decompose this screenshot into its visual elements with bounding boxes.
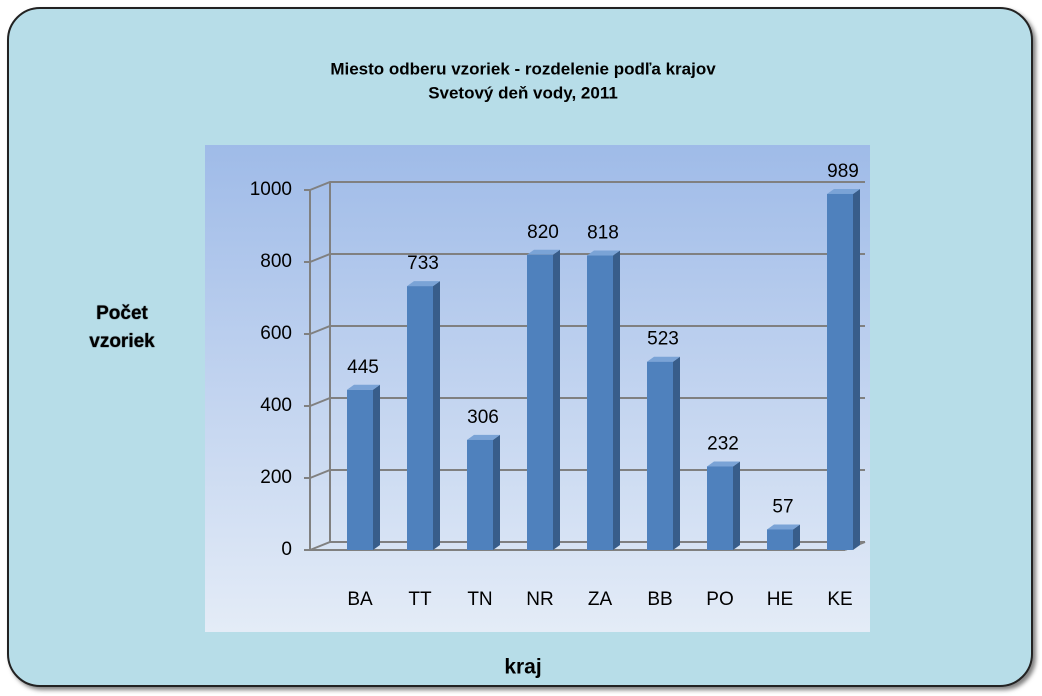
- y-tick-label: 600: [260, 323, 292, 344]
- bar: [407, 286, 433, 550]
- bar: [467, 439, 493, 550]
- value-label: 733: [407, 253, 439, 274]
- x-tick-label: HE: [767, 589, 793, 610]
- value-label: 989: [827, 161, 859, 182]
- bar-side: [733, 461, 740, 550]
- value-label: 818: [587, 223, 619, 244]
- bar-side: [373, 384, 380, 550]
- x-tick-label: ZA: [588, 589, 613, 610]
- value-label: 57: [772, 496, 793, 517]
- grid-line: [309, 181, 865, 191]
- x-tick-label: NR: [526, 589, 553, 610]
- bar: [767, 529, 793, 550]
- value-label: 232: [707, 433, 739, 454]
- grid-line: [309, 253, 865, 263]
- bar-side: [553, 249, 560, 551]
- value-label: 306: [467, 407, 499, 428]
- bar-top: [407, 281, 440, 287]
- bar-side: [613, 250, 620, 550]
- value-label: 523: [647, 329, 679, 350]
- y-axis-title: Počet vzoriek: [89, 303, 155, 352]
- x-tick-label: TN: [467, 589, 492, 610]
- x-tick-label: KE: [827, 589, 852, 610]
- bar-side: [793, 524, 800, 550]
- y-tick-label: 400: [260, 395, 292, 416]
- x-tick-label: BB: [647, 589, 672, 610]
- value-label: 820: [527, 222, 559, 243]
- bar-top: [827, 188, 860, 194]
- y-tick-label: 0: [281, 539, 292, 560]
- bar-top: [767, 524, 800, 530]
- value-label: 445: [347, 357, 379, 378]
- bar: [647, 361, 673, 550]
- grid-line: [309, 397, 865, 407]
- x-axis-title: kraj: [504, 656, 541, 679]
- bar-side: [853, 188, 860, 550]
- bar-top: [587, 250, 620, 256]
- y-tick-label: 200: [260, 467, 292, 488]
- grid-line: [309, 541, 865, 551]
- bar-top: [527, 249, 560, 255]
- grid-line: [309, 469, 865, 479]
- grid-line: [309, 325, 865, 335]
- bar-top: [647, 356, 680, 362]
- bar: [587, 255, 613, 550]
- bar-side: [673, 356, 680, 550]
- bar-side: [433, 281, 440, 550]
- bar: [827, 193, 853, 550]
- y-tick-label: 800: [260, 251, 292, 272]
- chart-title: Miesto odberu vzoriek - rozdelenie podľa…: [330, 59, 716, 78]
- x-tick-label: BA: [347, 589, 373, 610]
- bar: [347, 389, 373, 550]
- chart-subtitle: Svetový deň vody, 2011: [428, 83, 618, 102]
- x-tick-label: TT: [408, 589, 432, 610]
- y-tick-label: 1000: [250, 179, 292, 200]
- bar-side: [493, 434, 500, 550]
- bar-top: [347, 384, 380, 390]
- x-tick-label: PO: [706, 589, 733, 610]
- bar-top: [707, 461, 740, 467]
- bar-top: [467, 434, 500, 440]
- bar: [707, 466, 733, 550]
- bar: [527, 254, 553, 551]
